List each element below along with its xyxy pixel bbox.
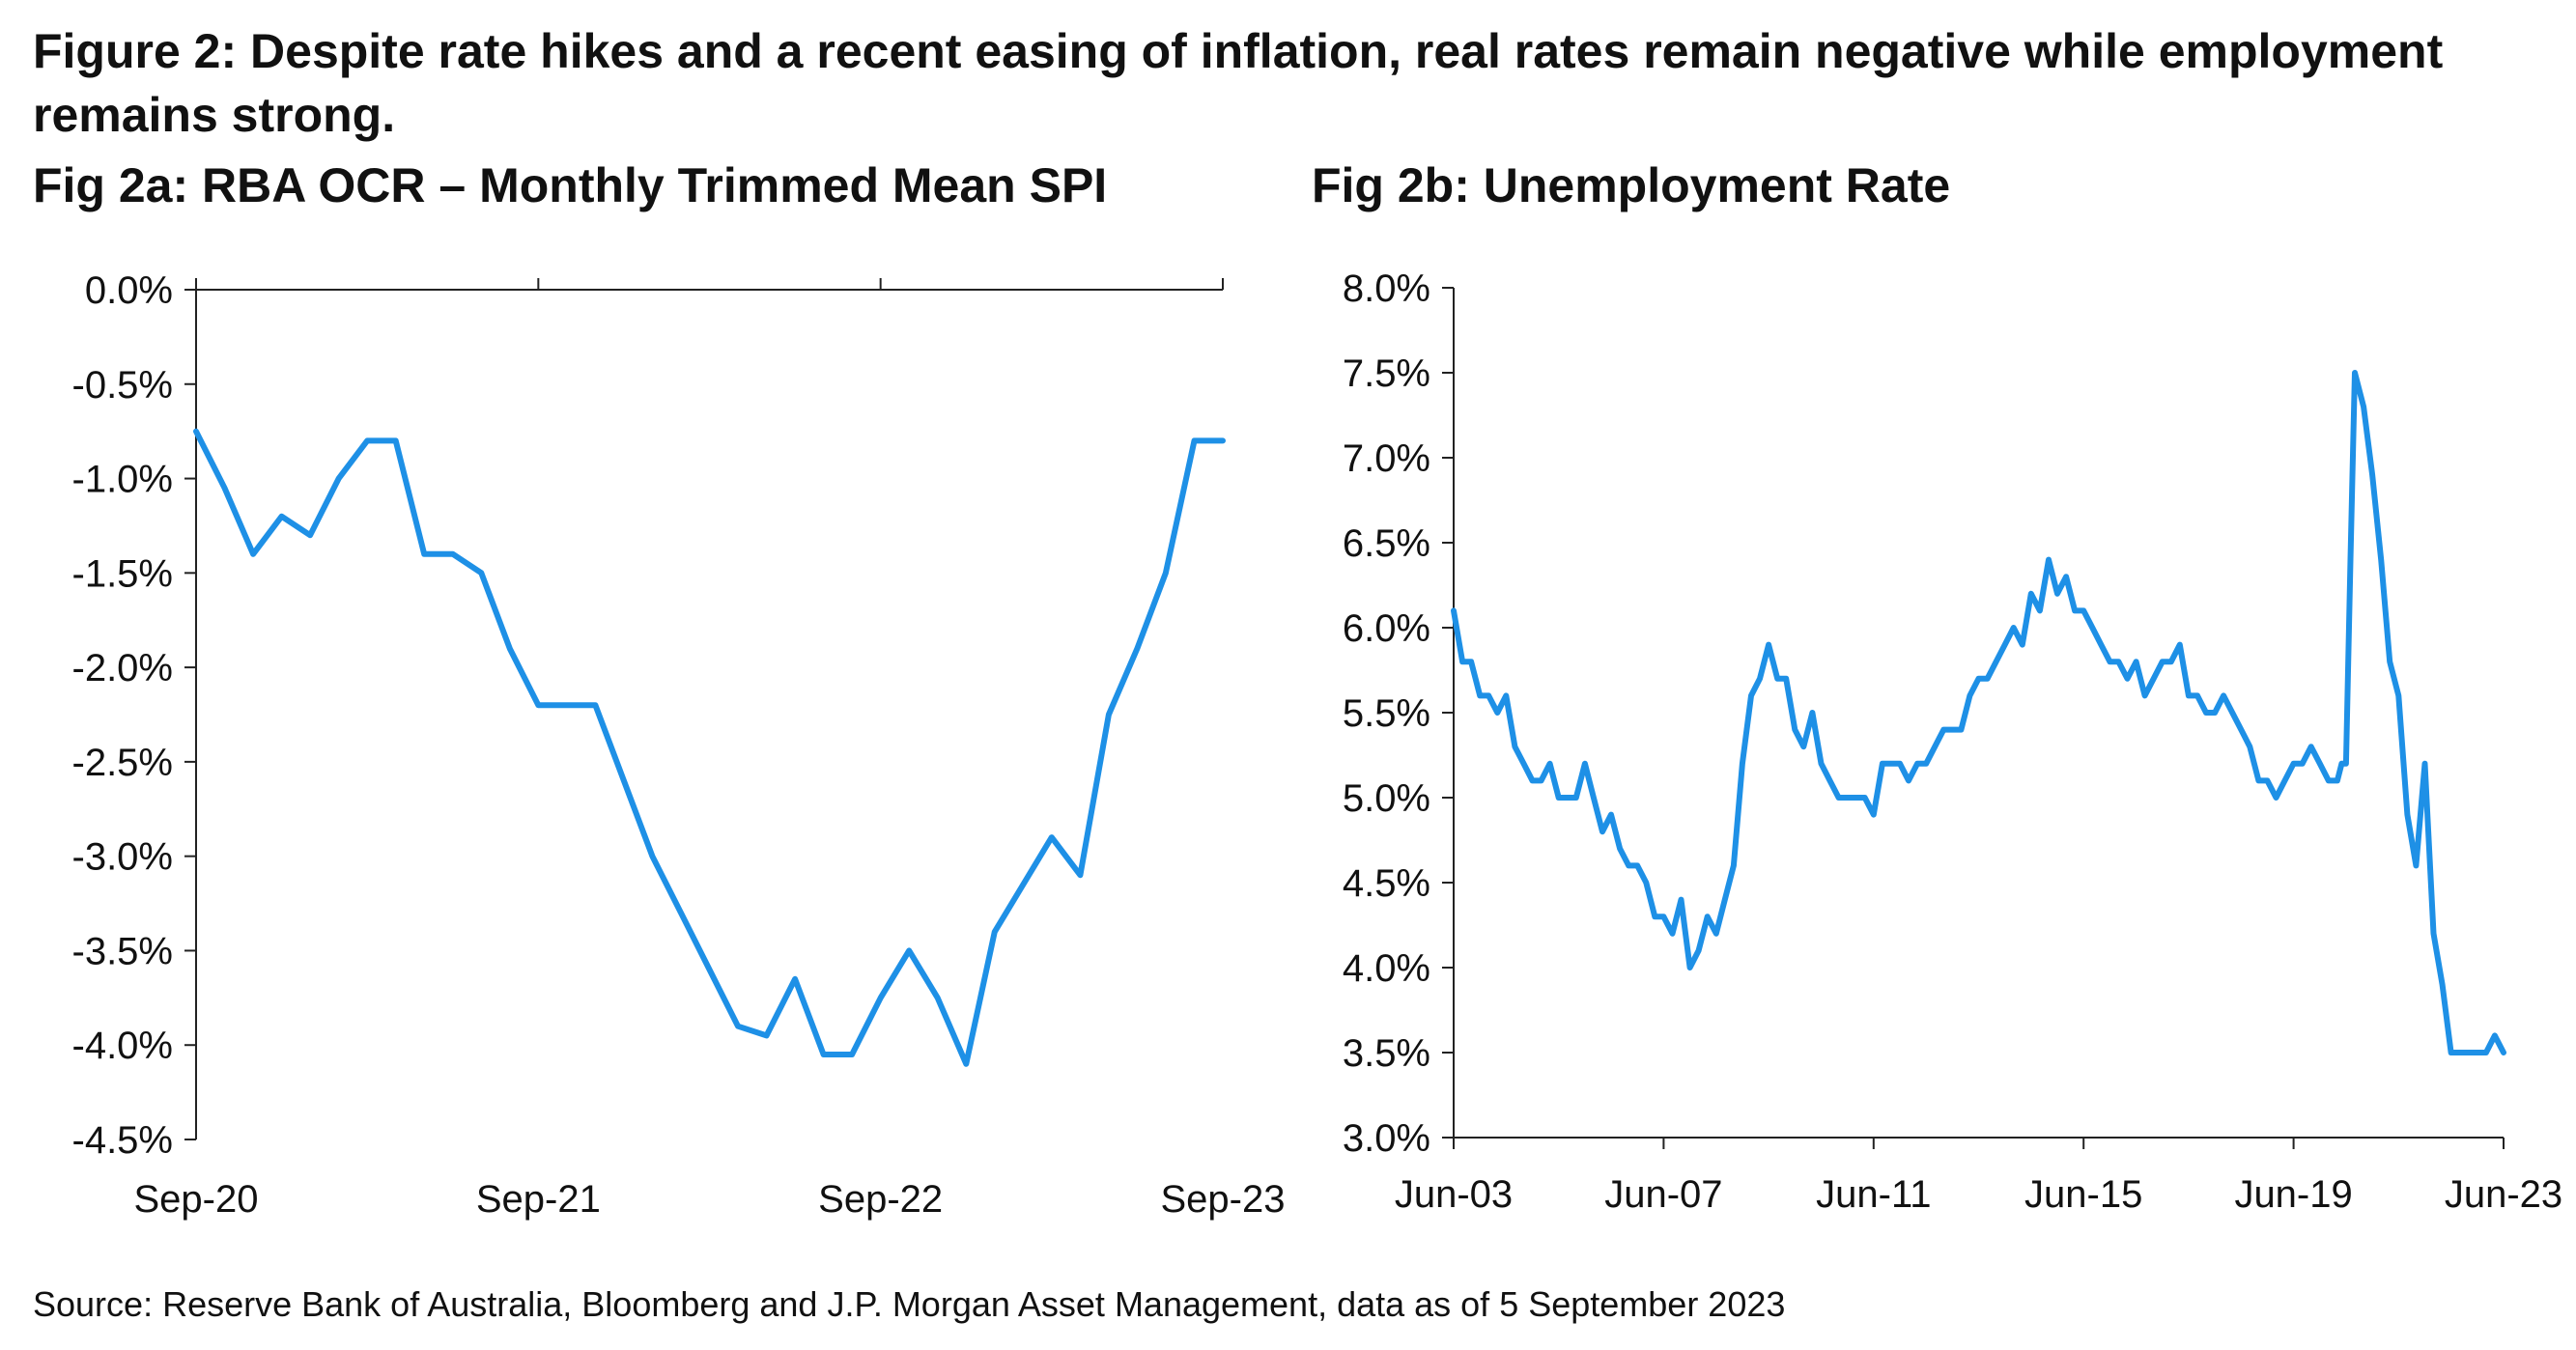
- chart-2a-title: Fig 2a: RBA OCR – Monthly Trimmed Mean S…: [33, 158, 1108, 212]
- chart-2b-y-tick-label: 5.5%: [1343, 692, 1430, 735]
- source-note: Source: Reserve Bank of Australia, Bloom…: [33, 1284, 1786, 1324]
- chart-2a-x-tick-label: Sep-21: [476, 1178, 601, 1221]
- chart-2b: 8.0% 7.5% 7.0% 6.5% 6.0% 5.5% 5.0% 4.5% 4.0% 3.5%…: [1343, 267, 2562, 1216]
- chart-2b-y-tick-label: 6.5%: [1343, 522, 1430, 565]
- chart-2b-series-line: [1451, 370, 2506, 1055]
- chart-2b-y-tick-label: 6.0%: [1343, 607, 1430, 650]
- chart-2a-y-tick-label: -1.0%: [72, 459, 174, 501]
- chart-2b-y-tick-label: 7.5%: [1343, 352, 1430, 395]
- chart-2b-title: Fig 2b: Unemployment Rate: [1312, 158, 1951, 212]
- chart-2b-x-tick-label: Jun-11: [1816, 1173, 1931, 1216]
- chart-2a-y-tick-label: -3.0%: [72, 836, 174, 879]
- chart-2a-series-line: [193, 428, 1226, 1067]
- chart-2b-y-tick-label: 8.0%: [1343, 267, 1430, 310]
- chart-2a-y-tick-label: -4.0%: [72, 1025, 174, 1067]
- chart-2b-x-tick-label: Jun-23: [2445, 1173, 2562, 1216]
- chart-2b-x-tick-label: Jun-07: [1604, 1173, 1722, 1216]
- chart-2a-y-tick-label: -2.5%: [72, 742, 174, 784]
- chart-2a-y-tick-label: -2.0%: [72, 647, 174, 689]
- chart-2b-y-tick-label: 3.0%: [1343, 1117, 1430, 1160]
- chart-2a-y-tick-label: -4.5%: [72, 1119, 174, 1162]
- chart-2a-x-tick-label: Sep-20: [134, 1178, 259, 1221]
- chart-2b-x-tick-label: Jun-03: [1395, 1173, 1513, 1216]
- chart-2a-y-tick-label: -1.5%: [72, 552, 174, 595]
- chart-2b-y-tick-label: 5.0%: [1343, 777, 1430, 820]
- chart-2b-x-tick-label: Jun-19: [2234, 1173, 2352, 1216]
- chart-2b-x-tick-label: Jun-15: [2024, 1173, 2142, 1216]
- chart-2a-y-tick-label: 0.0%: [85, 269, 173, 312]
- chart-2a-y-tick-label: -3.5%: [72, 930, 174, 972]
- chart-2a-y-tick-label: -0.5%: [72, 364, 174, 407]
- figure-title: Figure 2: Despite rate hikes and a recen…: [33, 24, 2444, 142]
- chart-2a-x-tick-label: Sep-22: [818, 1178, 943, 1221]
- chart-2b-y-tick-label: 4.5%: [1343, 862, 1430, 905]
- chart-2b-y-tick-label: 4.0%: [1343, 947, 1430, 990]
- chart-2b-y-tick-label: 3.5%: [1343, 1032, 1430, 1075]
- chart-2b-y-tick-label: 7.0%: [1343, 437, 1430, 480]
- chart-2a: 0.0% -0.5% -1.0% -1.5% -2.0% -2.5% -3.0% -3.5% -…: [72, 269, 1286, 1221]
- chart-2a-x-tick-label: Sep-23: [1161, 1178, 1286, 1221]
